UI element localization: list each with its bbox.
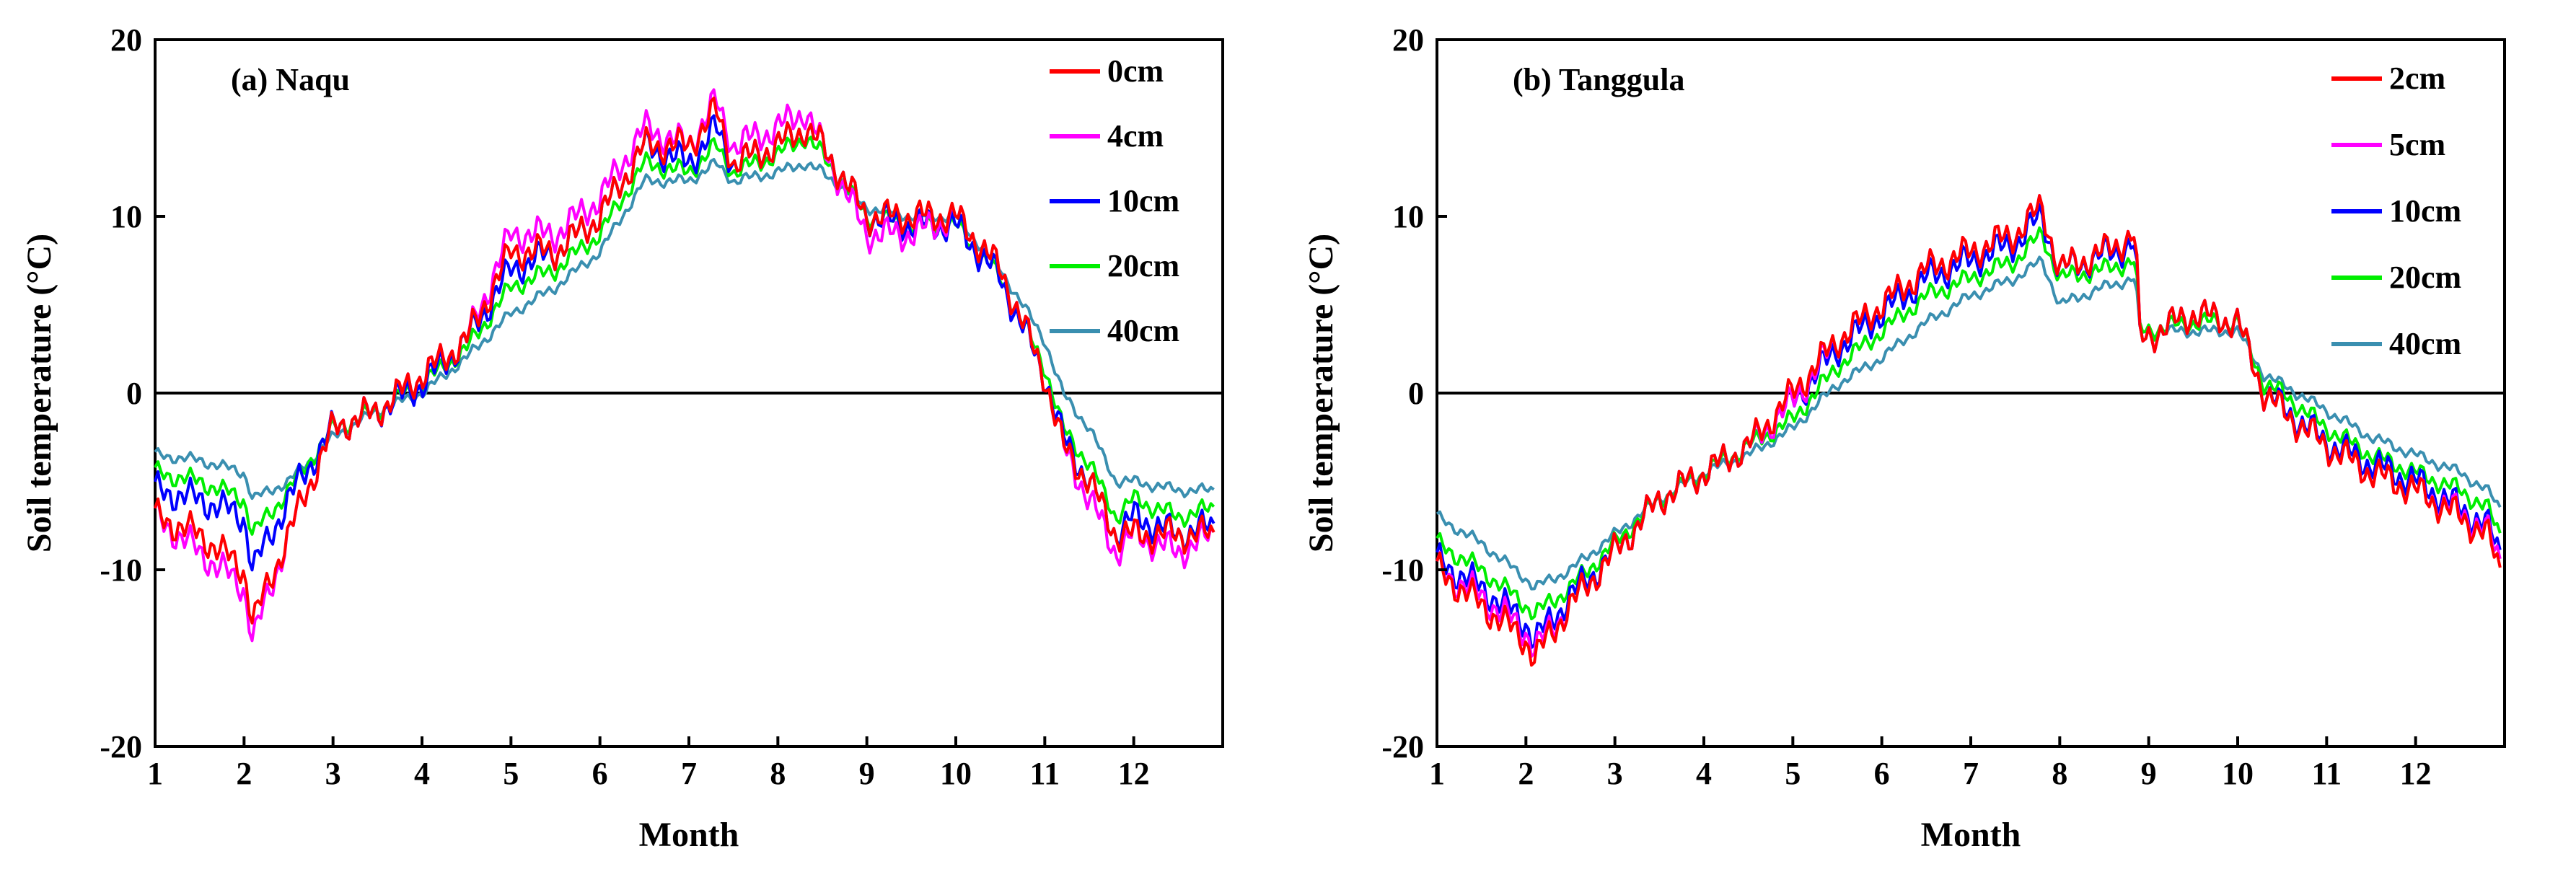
legend-item-40cm: 40cm <box>2331 326 2461 361</box>
legend-item-2cm: 2cm <box>2331 61 2445 96</box>
legend: 2cm 5cm 10cm 20cm 40cm <box>2331 61 2461 361</box>
x-tick-label: 1 <box>1429 756 1445 791</box>
x-tick-label: 12 <box>1118 756 1150 791</box>
panel-title: (a) Naqu <box>231 62 350 97</box>
y-tick-label: -10 <box>1381 552 1424 588</box>
legend-label-0cm: 0cm <box>1107 53 1164 89</box>
x-tick-label: 3 <box>1607 756 1623 791</box>
legend-label-5cm: 5cm <box>2389 127 2445 162</box>
x-tick-label: 1 <box>147 756 163 791</box>
y-tick-label: 10 <box>110 199 142 234</box>
y-tick-label: -10 <box>100 552 142 588</box>
legend-item-0cm: 0cm <box>1050 53 1164 89</box>
series-line-2cm <box>1436 194 2502 667</box>
legend-label-20cm: 20cm <box>1107 248 1179 283</box>
x-tick-label: 4 <box>1696 756 1712 791</box>
y-tick-label: 20 <box>1392 22 1424 58</box>
y-axis-title: Soil temperature (°C) <box>20 234 58 552</box>
y-axis-ticks: -20 -10 0 10 20 <box>1381 22 1447 764</box>
series-line-40cm <box>154 158 1215 501</box>
x-tick-label: 11 <box>2312 756 2342 791</box>
series-line-0cm <box>154 96 1216 625</box>
x-tick-label: 7 <box>681 756 697 791</box>
legend-item-20cm: 20cm <box>1050 248 1179 283</box>
y-axis-ticks: -20 -10 0 10 20 <box>100 22 165 764</box>
legend-label-10cm: 10cm <box>1107 183 1179 219</box>
y-tick-label: -20 <box>1381 729 1424 764</box>
x-tick-label: 2 <box>1518 756 1534 791</box>
legend-label-4cm: 4cm <box>1107 118 1164 154</box>
legend-item-10cm: 10cm <box>1050 183 1179 219</box>
x-axis-ticks: 1 2 3 4 5 6 7 8 9 10 11 12 <box>1429 736 2432 791</box>
x-tick-label: 5 <box>1785 756 1801 791</box>
legend-label-2cm: 2cm <box>2389 61 2445 96</box>
x-tick-label: 3 <box>325 756 341 791</box>
legend-item-20cm: 20cm <box>2331 260 2461 295</box>
x-axis-title: Month <box>1921 816 2021 854</box>
x-tick-label: 7 <box>1963 756 1979 791</box>
legend-item-40cm: 40cm <box>1050 313 1179 348</box>
legend-item-5cm: 5cm <box>2331 127 2445 162</box>
legend-label-40cm: 40cm <box>1107 313 1179 348</box>
legend-label-20cm: 20cm <box>2389 260 2461 295</box>
legend: 0cm 4cm 10cm 20cm 40cm <box>1050 53 1179 348</box>
y-axis-title: Soil temperature (°C) <box>1302 234 1340 552</box>
x-tick-label: 10 <box>2222 756 2254 791</box>
x-tick-label: 10 <box>940 756 972 791</box>
x-tick-label: 8 <box>770 756 786 791</box>
x-tick-label: 9 <box>2141 756 2157 791</box>
x-axis-ticks: 1 2 3 4 5 6 7 8 9 10 11 12 <box>147 736 1150 791</box>
x-tick-label: 9 <box>859 756 875 791</box>
y-tick-label: -20 <box>100 729 142 764</box>
y-tick-label: 20 <box>110 22 142 58</box>
legend-label-40cm: 40cm <box>2389 326 2461 361</box>
legend-item-4cm: 4cm <box>1050 118 1164 154</box>
x-tick-label: 5 <box>503 756 519 791</box>
y-tick-label: 0 <box>1408 376 1424 411</box>
panel-title: (b) Tanggula <box>1513 62 1684 97</box>
x-tick-label: 4 <box>414 756 430 791</box>
series-line-40cm <box>1436 255 2502 591</box>
series-layer <box>154 88 1216 643</box>
series-layer <box>1436 194 2502 667</box>
x-axis-title: Month <box>639 816 739 854</box>
x-tick-label: 11 <box>1030 756 1060 791</box>
legend-item-10cm: 10cm <box>2331 193 2461 229</box>
series-line-10cm <box>1436 203 2502 649</box>
x-tick-label: 8 <box>2052 756 2067 791</box>
x-tick-label: 6 <box>1874 756 1890 791</box>
y-tick-label: 0 <box>126 376 142 411</box>
x-tick-label: 2 <box>236 756 252 791</box>
x-tick-label: 6 <box>592 756 608 791</box>
legend-label-10cm: 10cm <box>2389 193 2461 229</box>
x-tick-label: 12 <box>2400 756 2432 791</box>
y-tick-label: 10 <box>1392 199 1424 234</box>
